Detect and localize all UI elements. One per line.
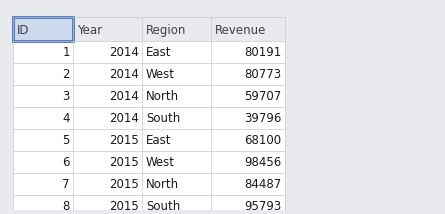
Text: 2014: 2014 [109, 90, 139, 103]
Text: 2014: 2014 [109, 112, 139, 125]
Bar [211, 63, 285, 85]
Bar [142, 129, 211, 151]
Text: North: North [146, 90, 179, 103]
Bar [142, 17, 211, 41]
Text: 2015: 2015 [109, 178, 139, 191]
Text: 2015: 2015 [109, 200, 139, 213]
Text: 2014: 2014 [109, 68, 139, 81]
Text: 68100: 68100 [244, 134, 281, 147]
Bar [73, 41, 142, 63]
Bar [73, 173, 142, 195]
Text: South: South [146, 112, 180, 125]
Text: Year: Year [77, 24, 102, 37]
Bar [211, 17, 285, 41]
Bar [142, 41, 211, 63]
Bar [13, 17, 73, 41]
Bar [13, 63, 73, 85]
Text: 98456: 98456 [244, 156, 281, 169]
Text: 80773: 80773 [244, 68, 281, 81]
Text: 84487: 84487 [244, 178, 281, 191]
Text: ID: ID [17, 24, 29, 37]
Bar [211, 41, 285, 63]
Bar [13, 129, 73, 151]
Bar [13, 41, 73, 63]
Bar [73, 151, 142, 173]
Bar [142, 195, 211, 214]
Text: 2015: 2015 [109, 134, 139, 147]
Bar [211, 129, 285, 151]
Text: 95793: 95793 [244, 200, 281, 213]
Bar [13, 17, 73, 41]
Bar [73, 129, 142, 151]
Text: 4: 4 [62, 112, 70, 125]
Bar [142, 107, 211, 129]
Bar [13, 107, 73, 129]
Text: East: East [146, 134, 171, 147]
Text: 3: 3 [62, 90, 70, 103]
Text: 59707: 59707 [244, 90, 281, 103]
Text: South: South [146, 200, 180, 213]
Bar [13, 85, 73, 107]
Text: 7: 7 [62, 178, 70, 191]
Bar [73, 17, 142, 41]
Text: 2015: 2015 [109, 156, 139, 169]
Text: 1: 1 [62, 46, 70, 59]
Bar [211, 107, 285, 129]
Text: Region: Region [146, 24, 186, 37]
Text: West: West [146, 68, 175, 81]
Text: 39796: 39796 [244, 112, 281, 125]
Bar [211, 195, 285, 214]
Bar [211, 151, 285, 173]
Bar [142, 173, 211, 195]
Text: West: West [146, 156, 175, 169]
Bar [13, 173, 73, 195]
Bar [142, 85, 211, 107]
Text: North: North [146, 178, 179, 191]
Text: 2: 2 [62, 68, 70, 81]
Text: 2014: 2014 [109, 46, 139, 59]
Text: Revenue: Revenue [215, 24, 266, 37]
Text: 8: 8 [62, 200, 70, 213]
Bar [13, 151, 73, 173]
Bar [73, 85, 142, 107]
Bar [211, 85, 285, 107]
Text: 6: 6 [62, 156, 70, 169]
Text: 80191: 80191 [244, 46, 281, 59]
Text: 5: 5 [62, 134, 70, 147]
Bar [211, 173, 285, 195]
Bar [13, 195, 73, 214]
Text: East: East [146, 46, 171, 59]
Bar [142, 63, 211, 85]
Bar [73, 107, 142, 129]
Bar [73, 63, 142, 85]
Bar [142, 151, 211, 173]
Bar [73, 195, 142, 214]
